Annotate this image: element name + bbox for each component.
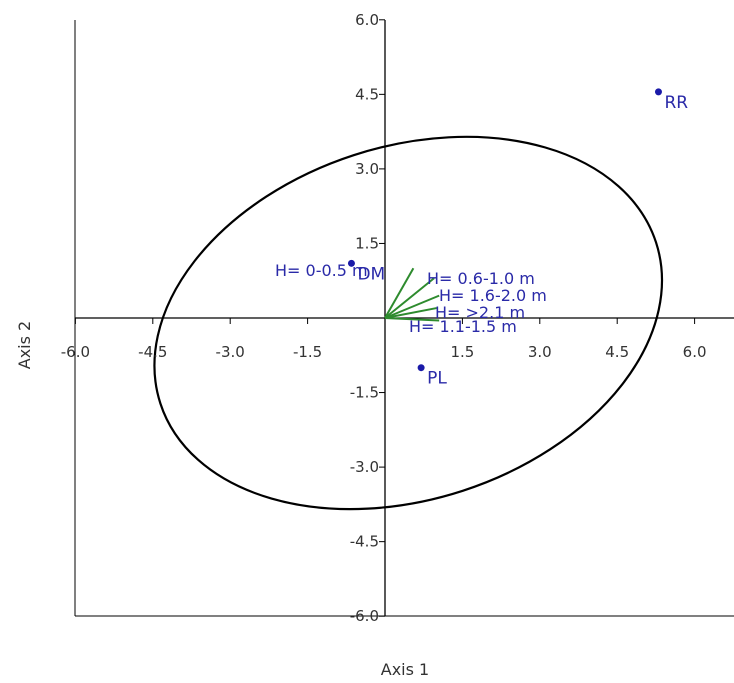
x-axis-title: Axis 1: [381, 660, 429, 679]
point-label: RR: [664, 93, 688, 113]
y-tick-label: 3.0: [355, 160, 379, 178]
y-tick-label: -4.5: [350, 533, 379, 551]
y-tick-label: -3.0: [350, 458, 379, 476]
vector-label: H= 0.6-1.0 m: [427, 269, 535, 288]
x-tick-label: 1.5: [450, 343, 474, 361]
scatter-point: [347, 259, 355, 267]
x-tick-label: 3.0: [528, 343, 552, 361]
x-tick-label: -6.0: [61, 343, 90, 361]
confidence-ellipse: [153, 135, 664, 511]
x-tick-label: -4.5: [138, 343, 167, 361]
vector-label: H= >2.1 m: [435, 303, 525, 322]
vector-label: H= 0-0.5 m: [275, 261, 368, 280]
y-tick-label: -6.0: [350, 607, 379, 625]
vector-arrow: [384, 267, 415, 319]
vector-label: H= 1.6-2.0 m: [439, 286, 547, 305]
y-tick-label: 6.0: [355, 11, 379, 29]
y-tick-label: 4.5: [355, 85, 379, 103]
y-tick-label: 1.5: [355, 234, 379, 252]
vector-arrow: [384, 307, 437, 319]
vector-arrow: [384, 277, 435, 319]
x-tick-label: -1.5: [293, 343, 322, 361]
point-label: PL: [427, 369, 447, 389]
vector-label: H= 1.1-1.5 m: [409, 317, 517, 336]
x-tick-label: 6.0: [683, 343, 707, 361]
y-axis-title: Axis 2: [15, 321, 34, 369]
point-label: DM: [357, 264, 385, 284]
x-tick-label: 4.5: [605, 343, 629, 361]
scatter-point: [654, 88, 662, 96]
vector-arrow: [384, 294, 440, 319]
y-tick-label: -1.5: [350, 384, 379, 402]
x-tick-label: -3.0: [216, 343, 245, 361]
vector-arrow: [384, 317, 440, 322]
scatter-point: [417, 364, 425, 372]
